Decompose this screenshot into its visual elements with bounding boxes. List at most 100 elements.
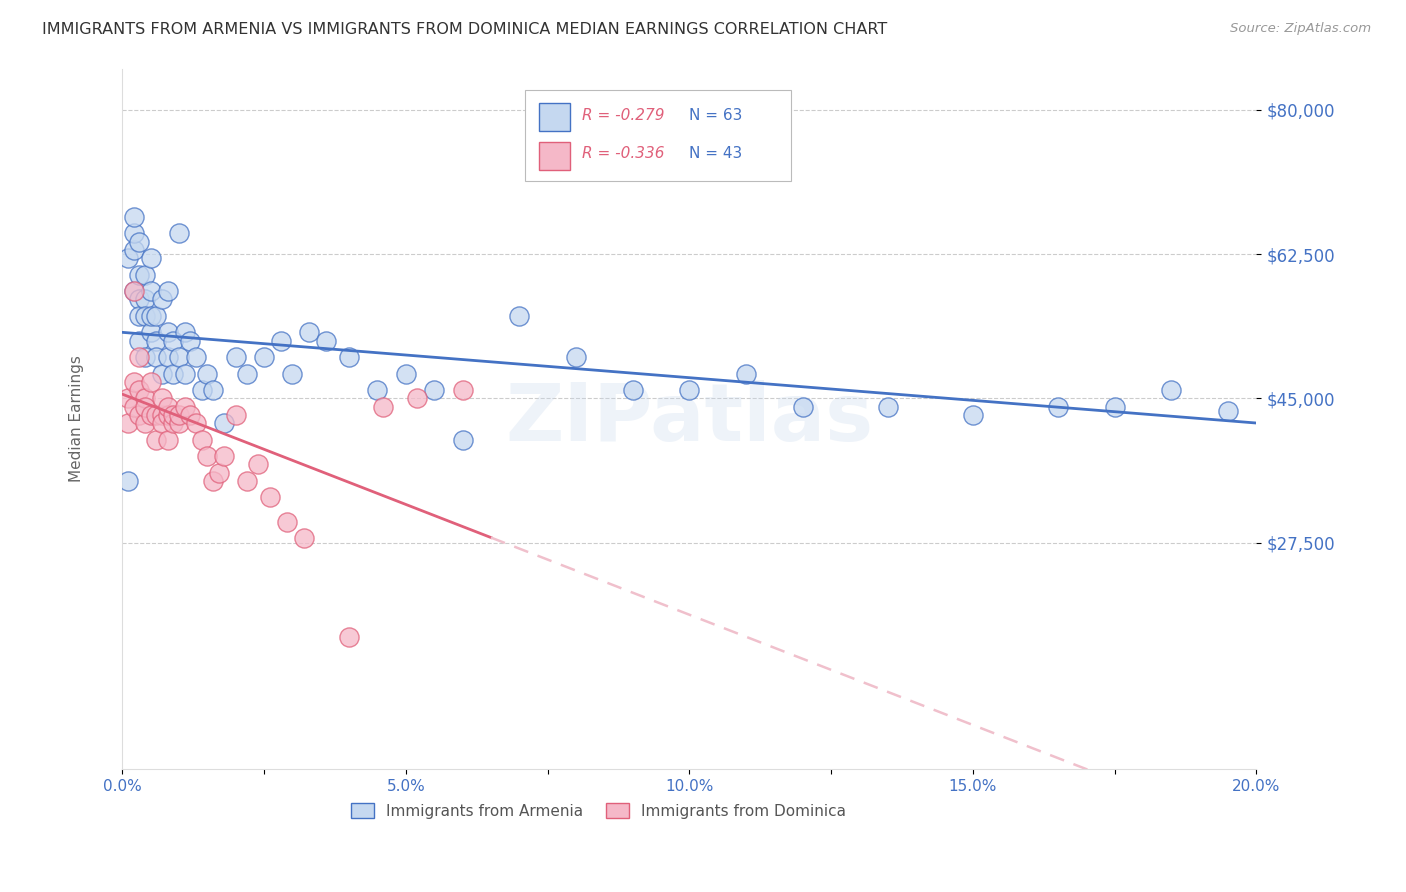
Point (962, 408, 984, 422)
Text: IMMIGRANTS FROM ARMENIA VS IMMIGRANTS FROM DOMINICA MEDIAN EARNINGS CORRELATION : IMMIGRANTS FROM ARMENIA VS IMMIGRANTS FR… (42, 22, 887, 37)
Text: Source: ZipAtlas.com: Source: ZipAtlas.com (1230, 22, 1371, 36)
Point (128, 383, 150, 397)
Point (134, 400, 156, 414)
Point (253, 350, 276, 364)
Point (259, 490, 281, 504)
FancyBboxPatch shape (524, 89, 792, 181)
Point (202, 474, 225, 488)
Point (145, 350, 167, 364)
Point (122, 210, 145, 224)
Legend: Immigrants from Armenia, Immigrants from Dominica: Immigrants from Armenia, Immigrants from… (344, 797, 852, 825)
Point (134, 268, 156, 282)
Point (128, 408, 150, 422)
Point (1216, 403, 1239, 417)
Point (373, 400, 395, 414)
Point (122, 243, 145, 257)
Point (117, 416, 139, 430)
Point (190, 383, 212, 397)
Point (876, 400, 898, 414)
Point (162, 416, 184, 430)
Point (236, 367, 259, 381)
Point (173, 326, 195, 340)
Point (735, 367, 758, 381)
Point (139, 375, 162, 389)
Point (337, 631, 360, 645)
Point (1160, 383, 1182, 397)
Point (150, 416, 173, 430)
Point (179, 334, 201, 348)
Point (145, 309, 167, 323)
Point (117, 251, 139, 265)
Point (1104, 400, 1126, 414)
Point (195, 367, 218, 381)
Point (134, 350, 156, 364)
Point (122, 284, 145, 298)
Point (315, 334, 337, 348)
Point (134, 309, 156, 323)
Point (117, 474, 139, 488)
Point (395, 367, 418, 381)
Point (195, 449, 218, 463)
FancyBboxPatch shape (538, 103, 571, 130)
Point (298, 326, 321, 340)
Point (184, 350, 207, 364)
Point (150, 293, 173, 307)
Point (139, 309, 162, 323)
Point (451, 433, 474, 447)
Point (122, 400, 145, 414)
Point (156, 350, 179, 364)
Point (236, 474, 259, 488)
Point (156, 400, 179, 414)
Point (128, 350, 150, 364)
Point (423, 383, 446, 397)
Point (145, 408, 167, 422)
Point (208, 466, 231, 480)
Point (122, 375, 145, 389)
Point (167, 350, 190, 364)
Point (139, 251, 162, 265)
Point (508, 309, 530, 323)
Point (292, 532, 315, 546)
Point (225, 408, 247, 422)
Point (145, 433, 167, 447)
Point (214, 449, 236, 463)
Point (621, 383, 644, 397)
FancyBboxPatch shape (538, 142, 571, 169)
Point (162, 334, 184, 348)
Point (247, 457, 270, 471)
Point (117, 392, 139, 406)
Point (128, 293, 150, 307)
Point (156, 408, 179, 422)
Point (122, 284, 145, 298)
Point (134, 293, 156, 307)
Text: R = -0.336: R = -0.336 (582, 145, 664, 161)
Point (156, 326, 179, 340)
Point (167, 227, 190, 241)
Text: Median Earnings: Median Earnings (69, 356, 84, 483)
Point (162, 367, 184, 381)
Point (270, 334, 292, 348)
Point (214, 416, 236, 430)
Point (167, 416, 190, 430)
Point (156, 433, 179, 447)
Point (1046, 400, 1069, 414)
Text: N = 63: N = 63 (689, 108, 742, 122)
Point (792, 400, 814, 414)
Point (406, 392, 429, 406)
Point (156, 284, 179, 298)
Point (128, 309, 150, 323)
Point (128, 235, 150, 249)
Point (281, 367, 304, 381)
Point (276, 515, 298, 529)
Point (167, 408, 190, 422)
Point (139, 326, 162, 340)
Point (134, 416, 156, 430)
Point (162, 408, 184, 422)
Point (179, 408, 201, 422)
Point (150, 408, 173, 422)
Point (173, 400, 195, 414)
Point (451, 383, 474, 397)
Point (173, 367, 195, 381)
Text: N = 43: N = 43 (689, 145, 742, 161)
Point (565, 350, 588, 364)
